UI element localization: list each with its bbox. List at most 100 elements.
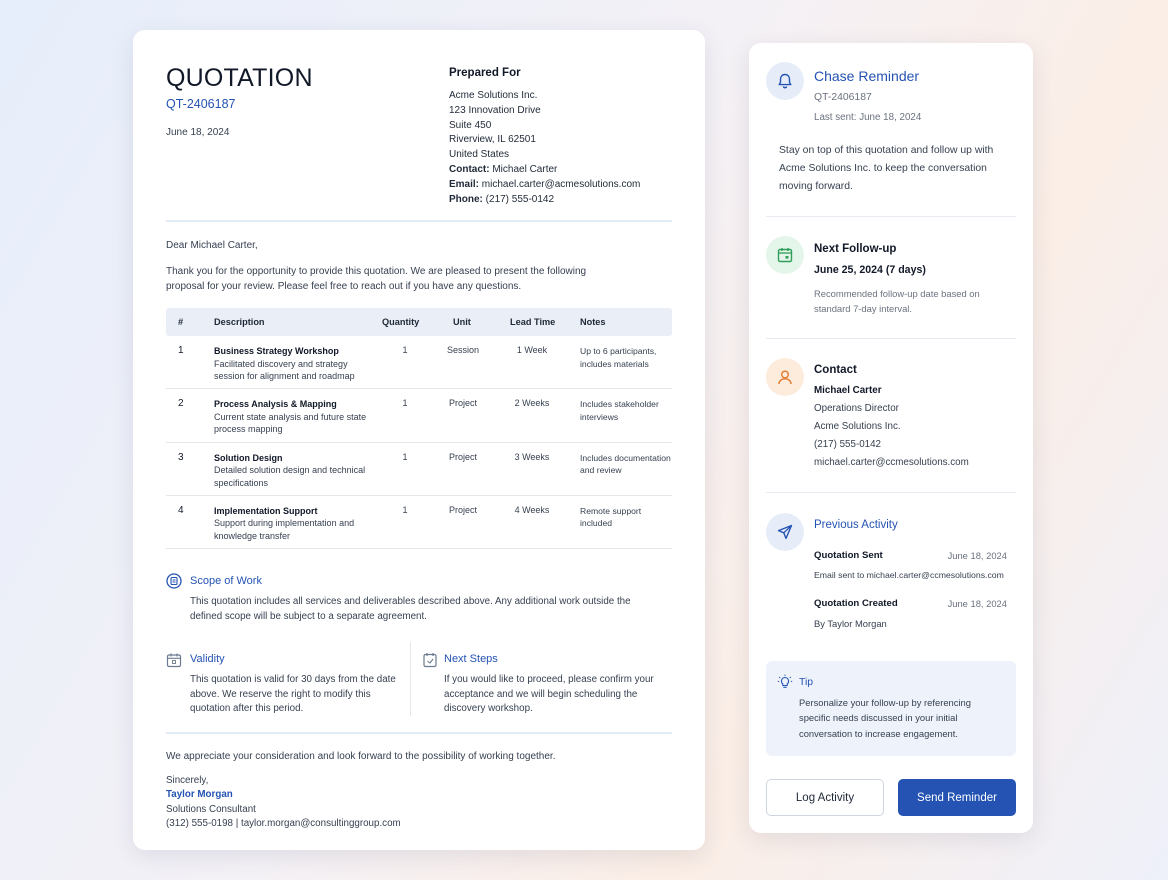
intro-paragraph: Thank you for the opportunity to provide… [166, 266, 587, 292]
activity-name: Quotation Sent [814, 550, 883, 561]
panel-description: Stay on top of this quotation and follow… [779, 145, 994, 192]
activity-item: Quotation Sent June 18, 2024 [814, 550, 1007, 561]
prepared-for-heading: Prepared For [449, 67, 521, 79]
client-email: Email: michael.carter@acmesolutions.com [449, 178, 689, 193]
log-activity-button[interactable]: Log Activity [766, 779, 884, 816]
validity-body: This quotation is valid for 30 days from… [190, 674, 396, 714]
row-quantity: 1 [402, 345, 408, 355]
panel-divider [766, 492, 1016, 493]
followup-note: Recommended follow-up date based on stan… [814, 288, 980, 314]
next-followup-section: Next Follow-up June 25, 2024 (7 days) Re… [766, 236, 1016, 326]
table-header: # Description Quantity Unit Lead Time No… [166, 308, 672, 336]
activity-detail: Email sent to michael.carter@ccmesolutio… [814, 570, 1004, 580]
row-notes: Includes documentation and review [580, 452, 671, 476]
row-num: 3 [178, 451, 184, 463]
send-icon-badge [766, 513, 804, 551]
signer-name: Taylor Morgan [166, 789, 233, 801]
row-notes: Remote support included [580, 505, 642, 529]
email-value: michael.carter@acmesolutions.com [481, 178, 641, 190]
signature-block: Sincerely, Taylor Morgan Solutions Consu… [166, 774, 401, 831]
panel-divider [766, 338, 1016, 339]
row-title: Process Analysis & Mapping [214, 399, 337, 410]
quotation-document: QUOTATION QT-2406187 June 18, 2024 Prepa… [133, 30, 705, 850]
contact-company: Acme Solutions Inc. [814, 421, 901, 432]
quotation-header: QUOTATION QT-2406187 June 18, 2024 Prepa… [166, 30, 672, 222]
row-notes: Up to 6 participants, includes materials [580, 346, 657, 369]
row-quantity: 1 [402, 504, 408, 515]
tip-box: Tip Personalize your follow-up by refere… [766, 661, 1016, 756]
row-description: Solution Design Detailed solution design … [214, 452, 374, 490]
contact-label: Contact: [449, 163, 490, 175]
client-country: United States [449, 149, 510, 161]
row-lead-time: 3 Weeks [514, 451, 550, 462]
header-quantity: Quantity [382, 317, 420, 327]
signer-title: Solutions Consultant [166, 803, 256, 815]
send-reminder-button[interactable]: Send Reminder [898, 779, 1016, 816]
header-unit: Unit [453, 317, 471, 327]
header-lead-time: Lead Time [510, 317, 556, 327]
row-description: Process Analysis & Mapping Current state … [214, 398, 374, 436]
activity-item: Quotation Created June 18, 2024 [814, 598, 1007, 609]
row-unit: Session [446, 345, 480, 355]
contact-name: Michael Carter [814, 385, 882, 396]
row-title: Business Strategy Workshop [214, 346, 339, 356]
signer-contact: (312) 555-0198 | taylor.morgan@consultin… [166, 817, 401, 829]
quotation-title: QUOTATION [166, 64, 313, 92]
activity-name: Quotation Created [814, 598, 898, 609]
phone-value: (217) 555-0142 [485, 193, 555, 205]
tip-body: Personalize your follow-up by referencin… [799, 697, 971, 739]
client-address1: 123 Innovation Drive [449, 104, 541, 116]
client-phone: Phone: (217) 555-0142 [449, 193, 689, 208]
client-address2: Suite 450 [449, 119, 492, 131]
send-icon [777, 524, 793, 540]
bell-icon-badge [766, 62, 804, 100]
row-lead-time: 4 Weeks [514, 504, 550, 515]
bell-icon [778, 73, 792, 89]
contact-title: Contact [814, 364, 857, 376]
panel-divider [766, 216, 1016, 217]
scope-title: Scope of Work [190, 575, 262, 587]
next-steps-icon [423, 653, 437, 668]
client-contact: Contact: Michael Carter [449, 163, 689, 178]
header-description: Description [214, 317, 265, 327]
row-quantity: 1 [402, 398, 408, 409]
row-lead-time: 2 Weeks [514, 398, 550, 409]
header-notes: Notes [580, 317, 606, 327]
contact-value: Michael Carter [492, 163, 558, 175]
phone-label: Phone: [449, 193, 483, 205]
scope-icon [166, 573, 182, 589]
panel-last-sent: Last sent: June 18, 2024 [814, 112, 922, 123]
contact-phone[interactable]: (217) 555-0142 [814, 439, 881, 450]
next-steps-title: Next Steps [444, 653, 498, 665]
row-detail: Detailed solution design and technical s… [214, 465, 366, 488]
activity-detail: By Taylor Morgan [814, 618, 887, 629]
row-detail: Current state analysis and future state … [214, 411, 367, 435]
quotation-number: QT-2406187 [166, 97, 236, 111]
validity-title: Validity [190, 653, 225, 665]
contact-email[interactable]: michael.carter@ccmesolutions.com [814, 457, 969, 468]
row-unit: Project [448, 398, 477, 409]
tip-title: Tip [799, 677, 814, 688]
row-description: Business Strategy Workshop Facilitated di… [214, 345, 374, 383]
email-label: Email: [449, 178, 480, 190]
signoff: Sincerely, [166, 775, 209, 786]
table-row: 2 Process Analysis & Mapping Current stat… [166, 389, 672, 443]
row-num: 4 [178, 504, 184, 516]
panel-title: Chase Reminder [814, 68, 920, 84]
row-title: Implementation Support [214, 505, 318, 516]
client-company: Acme Solutions Inc. [449, 90, 538, 101]
scope-body: This quotation includes all services and… [190, 596, 631, 622]
row-detail: Support during implementation and knowle… [214, 518, 355, 541]
activity-title: Previous Activity [814, 519, 898, 531]
lightbulb-icon [777, 674, 793, 688]
row-detail: Facilitated discovery and strategy sessi… [214, 358, 355, 382]
row-lead-time: 1 Week [516, 345, 548, 355]
table-row: 4 Implementation Support Support during i… [166, 496, 672, 550]
client-city: Riverview, IL 62501 [449, 134, 536, 146]
followup-date: June 25, 2024 (7 days) [814, 264, 926, 276]
contact-role: Operations Director [814, 403, 899, 414]
calendar-icon-badge [766, 236, 804, 274]
row-title: Solution Design [214, 452, 283, 463]
row-quantity: 1 [402, 451, 408, 462]
prepared-for-block: Prepared For Acme Solutions Inc. 123 Inn… [449, 67, 689, 207]
